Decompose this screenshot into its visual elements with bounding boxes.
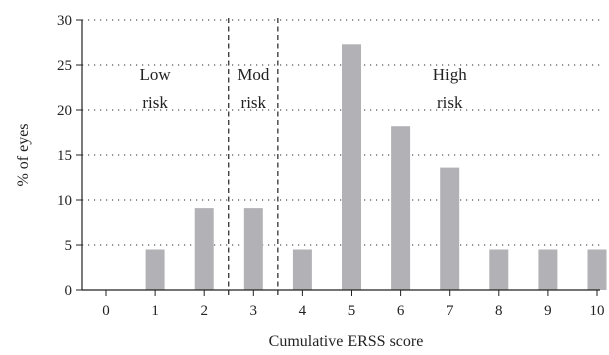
bar-7 [440, 167, 460, 290]
region-label-0-line2: risk [142, 93, 168, 112]
y-tick-label-20: 20 [57, 103, 72, 119]
bar-8 [489, 249, 509, 290]
bar-2 [194, 208, 214, 290]
y-tick-label-5: 5 [65, 238, 73, 254]
bar-6 [391, 126, 411, 290]
region-label-0-line1: Low [140, 65, 172, 84]
x-tick-label-0: 0 [102, 303, 110, 319]
bar-3 [243, 208, 263, 290]
x-axis-title: Cumulative ERSS score [269, 333, 424, 350]
region-label-2-line2: risk [437, 93, 463, 112]
bar-5 [342, 44, 361, 290]
x-tick-label-5: 5 [348, 303, 356, 319]
x-tick-label-9: 9 [544, 303, 552, 319]
x-tick-label-7: 7 [446, 303, 454, 319]
grid [82, 19, 600, 246]
y-tick-label-0: 0 [65, 283, 73, 299]
bars [145, 44, 607, 290]
axes [76, 19, 600, 296]
y-tick-label-15: 15 [57, 148, 72, 164]
bar-4 [292, 249, 312, 290]
region-labels: Low risk Mod risk High risk [140, 65, 468, 112]
bar-9 [538, 249, 558, 290]
x-tick-label-3: 3 [250, 303, 258, 319]
region-label-1-line1: Mod [237, 65, 270, 84]
x-tick-label-1: 1 [151, 303, 159, 319]
x-tick-label-6: 6 [397, 303, 405, 319]
region-label-1-line2: risk [241, 93, 267, 112]
y-axis-title: % of eyes [15, 123, 32, 186]
y-tick-label-30: 30 [57, 13, 72, 29]
y-tick-label-25: 25 [57, 58, 72, 74]
x-tick-labels: 0 1 2 3 4 5 6 7 8 9 10 [102, 303, 604, 319]
x-tick-label-10: 10 [590, 303, 605, 319]
x-tick-label-8: 8 [495, 303, 503, 319]
region-dividers [228, 18, 279, 298]
y-tick-label-10: 10 [57, 193, 72, 209]
x-tick-label-2: 2 [200, 303, 208, 319]
region-label-2-line1: High [433, 65, 468, 84]
y-tick-labels: 0 5 10 15 20 25 30 [57, 13, 72, 299]
x-tick-label-4: 4 [299, 303, 307, 319]
bar-10 [587, 249, 607, 290]
bar-1 [145, 249, 165, 290]
